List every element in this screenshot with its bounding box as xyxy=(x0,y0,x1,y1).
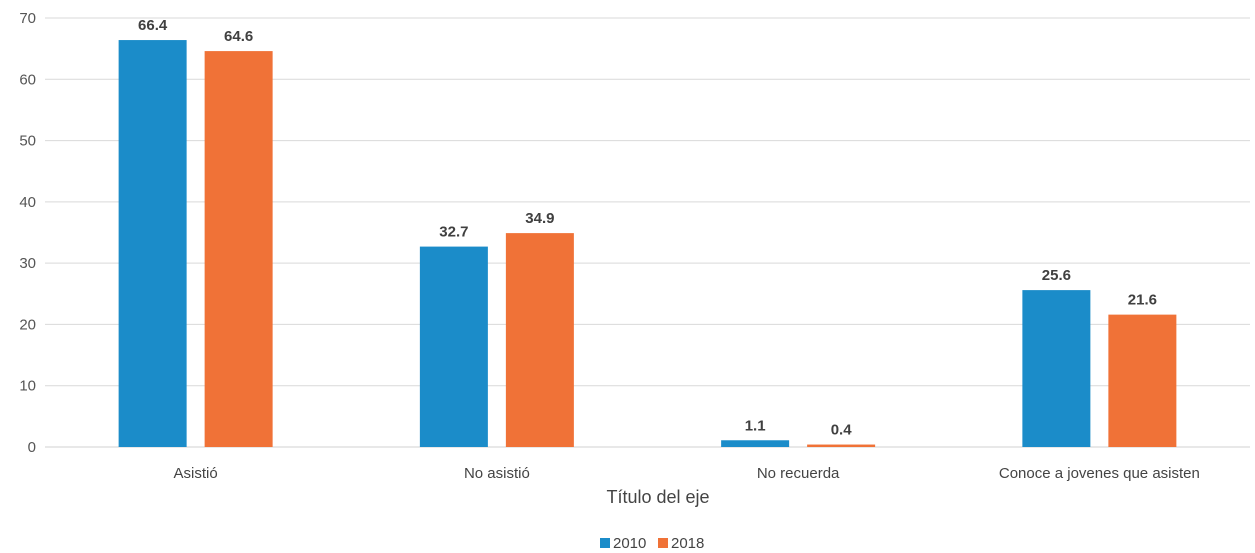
legend: 2010 2018 xyxy=(600,535,704,552)
y-tick-label: 40 xyxy=(19,194,36,211)
y-tick-label: 50 xyxy=(19,133,36,150)
bar-2010-2 xyxy=(721,440,790,447)
data-label: 64.6 xyxy=(224,28,253,45)
category-label: No asistió xyxy=(464,465,530,482)
bar-2018-1 xyxy=(505,233,574,447)
data-label: 25.6 xyxy=(1042,267,1071,284)
data-label: 1.1 xyxy=(745,417,766,434)
x-axis-categories: Asistió No asistió No recuerda Conoce a jov… xyxy=(174,465,1200,482)
bars xyxy=(118,40,1177,447)
category-label: No recuerda xyxy=(757,465,840,482)
y-tick-label: 70 xyxy=(19,10,36,27)
legend-swatch-2018 xyxy=(658,538,668,548)
y-tick-label: 0 xyxy=(28,439,36,456)
bar-2018-3 xyxy=(1108,314,1177,447)
x-axis-title: Título del eje xyxy=(606,487,709,507)
bar-2010-3 xyxy=(1022,290,1091,447)
data-label: 66.4 xyxy=(138,17,168,34)
bar-2018-2 xyxy=(807,444,876,447)
y-axis-ticks: 0 10 20 30 40 50 60 70 xyxy=(19,10,36,456)
bar-2010-1 xyxy=(419,246,488,447)
category-label: Conoce a jovenes que asisten xyxy=(999,465,1200,482)
data-label: 21.6 xyxy=(1128,292,1157,309)
y-tick-label: 10 xyxy=(19,378,36,395)
data-label: 0.4 xyxy=(831,422,853,439)
legend-label: 2010 xyxy=(613,535,646,552)
bar-2018-0 xyxy=(204,51,273,447)
data-labels: 66.4 64.6 32.7 34.9 1.1 0.4 25.6 21.6 xyxy=(138,17,1157,438)
y-tick-label: 20 xyxy=(19,316,36,333)
y-tick-label: 30 xyxy=(19,255,36,272)
data-label: 34.9 xyxy=(525,210,554,227)
legend-swatch-2010 xyxy=(600,538,610,548)
bar-2010-0 xyxy=(118,40,187,447)
legend-label: 2018 xyxy=(671,535,704,552)
y-tick-label: 60 xyxy=(19,71,36,88)
category-label: Asistió xyxy=(174,465,218,482)
data-label: 32.7 xyxy=(439,224,468,241)
